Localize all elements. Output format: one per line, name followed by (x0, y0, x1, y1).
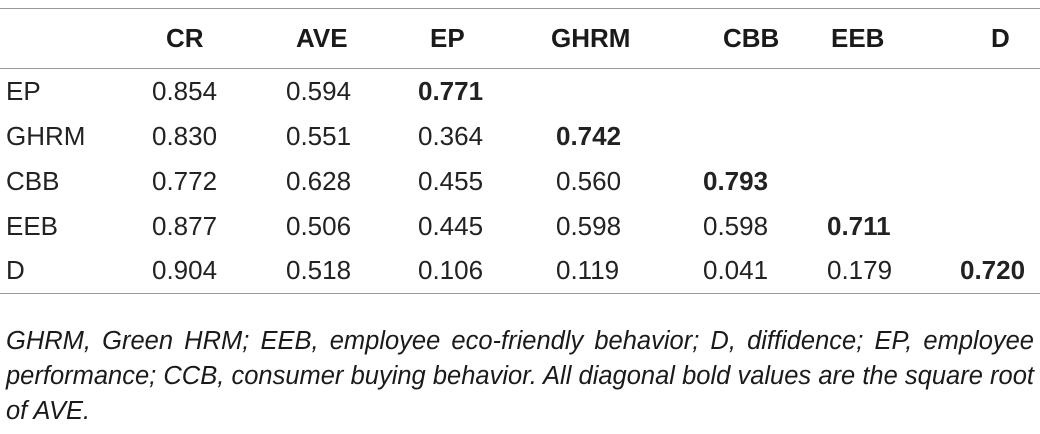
table-cell: 0.179 (827, 248, 955, 294)
header-cell-ghrm: GHRM (551, 8, 703, 69)
table-row: EEB 0.877 0.506 0.445 0.598 0.598 0.711 (0, 204, 1040, 249)
table-cell: 0.560 (556, 165, 622, 196)
table-cell (703, 114, 827, 159)
header-cell-ave: AVE (286, 8, 418, 69)
table-cell: 0.119 (551, 248, 703, 294)
table-cell-diagonal: 0.720 (955, 248, 1040, 294)
table-cell: 0.594 (286, 75, 352, 106)
table-cell (551, 69, 703, 114)
table-cell: 0.041 (703, 248, 827, 294)
table-cell: 0.772 (152, 165, 218, 196)
header-cell-cbb: CBB (703, 8, 827, 69)
header-cell-cr: CR (152, 8, 286, 69)
table-row: EP 0.854 0.594 0.771 (0, 69, 1040, 114)
table-cell: 0.551 (286, 120, 352, 151)
table-cell (955, 159, 1040, 204)
table-cell-diagonal: 0.793 (703, 165, 769, 196)
row-label: EP (6, 75, 41, 106)
table-cell (827, 159, 955, 204)
table-cell-diagonal: 0.711 (827, 210, 891, 241)
header-cell-d: D (955, 8, 1040, 69)
correlation-table: CR AVE EP GHRM CBB EEB D EP 0.854 0.594 … (0, 8, 1040, 294)
header-cell-ep: EP (418, 8, 551, 69)
table-cell: 0.106 (418, 248, 551, 294)
table-cell: 0.877 (152, 210, 218, 241)
table-cell (955, 69, 1040, 114)
table-cell: 0.364 (418, 120, 484, 151)
table-cell (955, 114, 1040, 159)
table-cell: 0.518 (286, 248, 418, 294)
table-cell-diagonal: 0.742 (556, 120, 622, 151)
table-row: GHRM 0.830 0.551 0.364 0.742 (0, 114, 1040, 159)
table-row: D 0.904 0.518 0.106 0.119 0.041 0.179 0.… (0, 248, 1040, 294)
row-label: EEB (6, 210, 59, 241)
table-cell: 0.904 (152, 248, 286, 294)
row-label: CBB (6, 165, 60, 196)
table-row: CBB 0.772 0.628 0.455 0.560 0.793 (0, 159, 1040, 204)
table-cell: 0.854 (152, 75, 218, 106)
table-cell (955, 204, 1040, 249)
table-footnote: GHRM, Green HRM; EEB, employee eco-frien… (6, 327, 1034, 425)
row-label: GHRM (6, 120, 86, 151)
header-row: CR AVE EP GHRM CBB EEB D (0, 8, 1040, 69)
table-cell (703, 69, 827, 114)
header-cell-empty (0, 8, 152, 69)
table-cell: 0.830 (152, 120, 218, 151)
header-cell-eeb: EEB (827, 8, 955, 69)
table-cell-diagonal: 0.771 (418, 75, 484, 106)
table-cell (827, 69, 955, 114)
table-cell: 0.445 (418, 210, 484, 241)
table-cell: 0.506 (286, 210, 352, 241)
table-cell: 0.598 (703, 210, 769, 241)
row-label: D (0, 248, 152, 294)
table-cell: 0.455 (418, 165, 484, 196)
table-cell: 0.598 (556, 210, 622, 241)
table-cell (827, 114, 955, 159)
table-cell: 0.628 (286, 165, 352, 196)
